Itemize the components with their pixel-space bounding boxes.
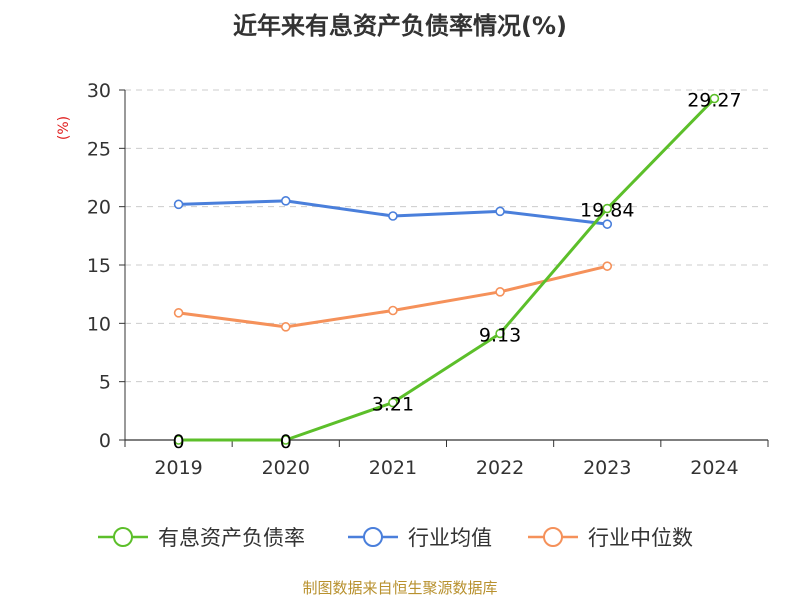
data-point (602, 203, 613, 214)
series-line-0 (178, 97, 716, 442)
series-line-2 (178, 264, 608, 329)
data-point (388, 305, 398, 316)
y-tick-label: 5 (99, 372, 111, 394)
data-labels: 0 0 3.21 9.13 19.84 29.27 (173, 90, 742, 453)
y-axis-label: (%) (56, 116, 72, 140)
data-point (602, 261, 613, 271)
data-label: 19.84 (580, 200, 634, 222)
data-label: 9.13 (479, 324, 521, 346)
data-point (495, 287, 505, 297)
data-point (173, 199, 184, 210)
y-tick-label: 25 (87, 138, 111, 160)
axes: 0 5 10 15 20 25 30 2019 2020 2021 2022 2023 2024 (%) (56, 80, 769, 479)
x-tick-label: 2023 (583, 457, 631, 479)
data-point (388, 397, 398, 408)
data-point (709, 93, 720, 104)
grid-lines (125, 89, 768, 383)
data-point (173, 435, 184, 445)
x-tick-label: 2021 (369, 457, 417, 479)
data-label: 3.21 (372, 394, 414, 416)
source-note: 制图数据来自恒生聚源数据库 (302, 579, 498, 597)
data-point (388, 211, 398, 221)
data-label: 0 (173, 431, 185, 453)
legend-marker (543, 527, 563, 547)
legend-marker (113, 527, 133, 547)
y-tick-label: 10 (87, 313, 111, 335)
series-layer (173, 93, 720, 445)
data-point (495, 328, 505, 339)
y-tick-label: 30 (87, 80, 111, 102)
legend-entry: 有息资产负债率 (158, 526, 305, 550)
y-tick-label: 15 (87, 255, 111, 277)
data-point (280, 196, 291, 206)
chart-title: 近年来有息资产负债率情况(%) (233, 12, 567, 40)
legend-entry: 行业均值 (408, 526, 492, 550)
data-point (280, 322, 291, 332)
x-tick-label: 2022 (476, 457, 524, 479)
legend-marker (363, 527, 383, 547)
data-label: 0 (280, 431, 292, 453)
data-label: 29.27 (687, 90, 741, 112)
data-point (495, 206, 505, 217)
y-tick-label: 20 (87, 197, 111, 219)
data-point (173, 308, 184, 318)
data-point (280, 435, 291, 445)
y-tick-label: 0 (99, 430, 111, 452)
legend: 有息资产负债率 行业均值 行业中位数 (98, 526, 693, 550)
x-tick-label: 2020 (262, 457, 310, 479)
x-tick-label: 2024 (690, 457, 738, 479)
legend-entry: 行业中位数 (588, 526, 693, 550)
data-point (602, 219, 613, 229)
x-tick-label: 2019 (154, 457, 202, 479)
